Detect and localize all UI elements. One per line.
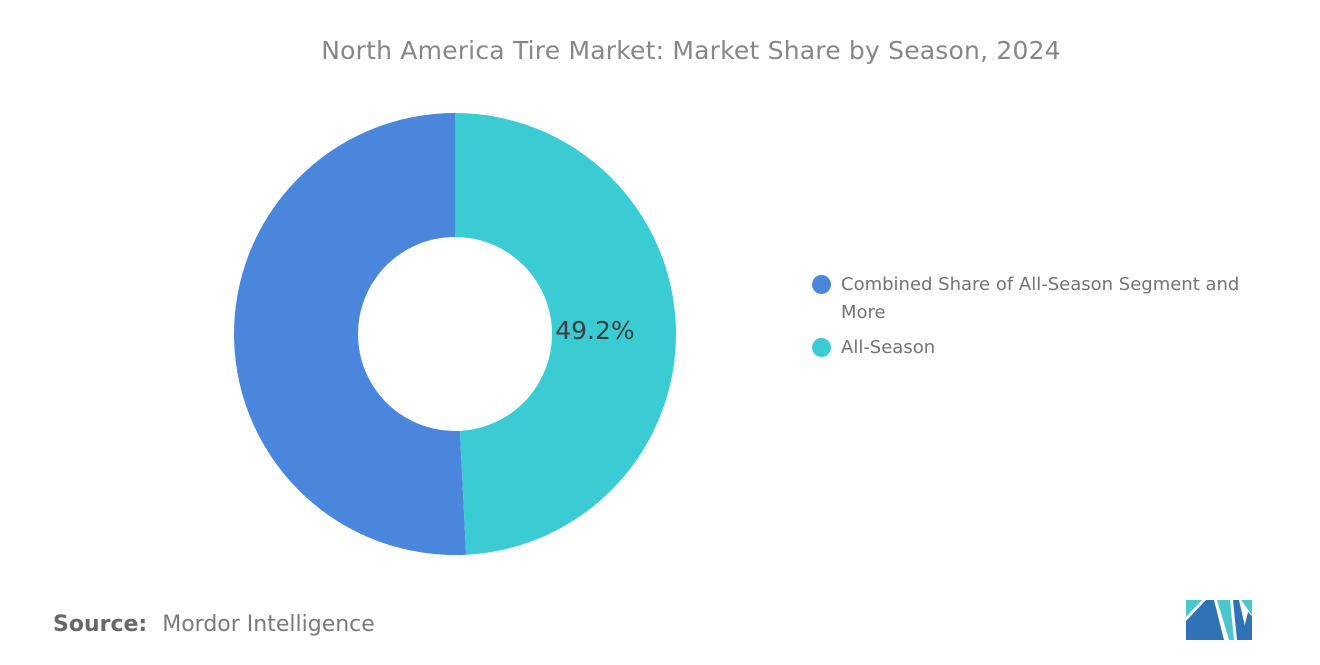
logo-shape — [1241, 600, 1252, 615]
source-row: Source: Mordor Intelligence — [53, 612, 375, 637]
legend-label: All-Season — [841, 337, 936, 358]
source-label: Source: — [53, 612, 148, 637]
logo-shape — [1186, 600, 1202, 617]
legend-swatch-icon — [812, 338, 831, 357]
source-value: Mordor Intelligence — [162, 612, 375, 637]
donut-slice[interactable] — [234, 113, 467, 555]
legend: Combined Share of All-Season Segment and… — [812, 271, 1300, 362]
legend-label: Combined Share of All-Season Segment and… — [841, 274, 1240, 323]
logo-shape — [1186, 600, 1224, 640]
slice-data-label: 49.2% — [555, 316, 634, 345]
logo-shape — [1241, 612, 1252, 640]
logo-shape — [1217, 600, 1234, 640]
chart-title: North America Tire Market: Market Share … — [321, 36, 1061, 65]
legend-swatch-icon — [812, 275, 831, 294]
donut-chart: 49.2% — [234, 113, 677, 555]
mordor-intelligence-logo — [1186, 600, 1252, 640]
donut-slice[interactable] — [455, 113, 677, 555]
legend-item[interactable]: All-Season — [812, 334, 1300, 362]
legend-item[interactable]: Combined Share of All-Season Segment and… — [812, 271, 1300, 327]
